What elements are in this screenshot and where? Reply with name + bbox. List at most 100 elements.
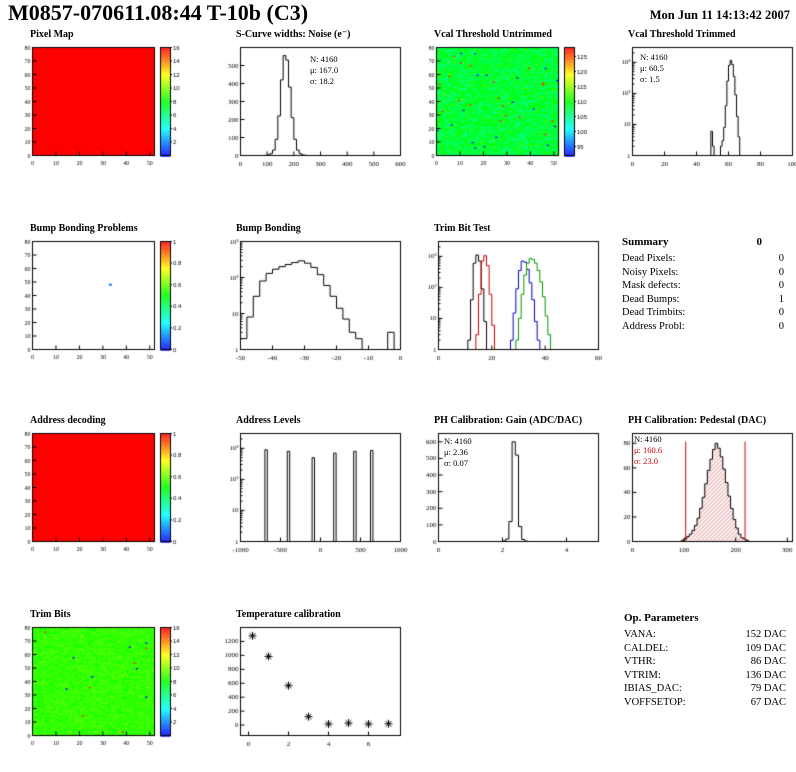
op-parameter-row: VTRIM: 136 DAC	[624, 669, 786, 683]
op-parameter-label: VOFFSETOP:	[624, 696, 686, 708]
op-parameter-row: VOFFSETOP: 67 DAC	[624, 696, 786, 710]
panel-vcal-untrimmed: Vcal Threshold Untrimmed	[412, 28, 608, 182]
summary-row: Dead Bumps: 1	[622, 293, 784, 307]
address-decoding-chart	[8, 427, 204, 565]
vcal-trimmed-chart	[606, 41, 796, 179]
summary-row: Mask defects: 0	[622, 279, 784, 293]
op-parameter-value: 136 DAC	[745, 669, 786, 681]
ph-pedestal-chart	[606, 427, 796, 565]
chart-title: Pixel Map	[30, 29, 74, 40]
summary-grade: 0	[756, 236, 763, 248]
summary-label: Dead Trimbits:	[622, 307, 686, 318]
stats-mean: μ: 160.6	[634, 445, 663, 456]
panel-trim-bit-test: Trim Bit Test	[412, 222, 608, 376]
chart-title: PH Calibration: Pedestal (DAC)	[628, 415, 767, 426]
panel-trim-bits: Trim Bits	[8, 608, 204, 762]
trim-bits-chart	[8, 621, 204, 759]
chart-title: Bump Bonding Problems	[30, 223, 138, 234]
panel-bump-bonding-problems: Bump Bonding Problems	[8, 222, 204, 376]
stats-mean: μ: 2.36	[444, 447, 468, 458]
panel-vcal-trimmed: Vcal Threshold Trimmed N: 4160 μ: 60.5 σ…	[606, 28, 796, 182]
op-parameter-value: 86 DAC	[750, 656, 786, 667]
stats-n: N: 4160	[444, 436, 472, 446]
summary-value: 0	[778, 266, 784, 278]
op-parameter-label: VTRIM:	[624, 669, 661, 681]
op-parameter-label: CALDEL:	[624, 642, 669, 654]
summary-label: Dead Bumps:	[622, 293, 680, 305]
chart-title: S-Curve widths: Noise (e⁻)	[236, 29, 351, 40]
summary-row: Address Probl: 0	[622, 320, 784, 334]
trim-bit-test-chart	[412, 235, 608, 373]
summary-row: Dead Trimbits: 0	[622, 306, 784, 320]
op-parameter-row: CALDEL: 109 DAC	[624, 642, 786, 656]
stats-n: N: 4160	[640, 52, 668, 62]
summary-label: Address Probl:	[622, 320, 685, 332]
chart-title: Trim Bits	[30, 609, 71, 620]
panel-ph-pedestal: PH Calibration: Pedestal (DAC) N: 4160 μ…	[606, 414, 796, 568]
op-parameter-row: IBIAS_DAC: 79 DAC	[624, 682, 786, 696]
op-parameter-label: IBIAS_DAC:	[624, 683, 682, 694]
stats-mean: μ: 167.0	[310, 65, 339, 76]
page-title: M0857-070611.08:44 T-10b (C3)	[8, 0, 309, 25]
panel-address-levels: Address Levels	[214, 414, 410, 568]
chart-title: Temperature calibration	[236, 609, 341, 620]
stats-n: N: 4160	[634, 434, 662, 444]
chart-title: Vcal Threshold Untrimmed	[434, 29, 552, 40]
summary-value: 0	[778, 307, 784, 318]
summary-value: 1	[778, 293, 784, 305]
chart-title: Address decoding	[30, 415, 106, 426]
vcal-untrimmed-chart	[412, 41, 608, 179]
summary-row: Noisy Pixels: 0	[622, 266, 784, 280]
stats-mean: μ: 60.5	[640, 63, 664, 74]
bump-bonding-chart	[214, 235, 410, 373]
stats-sigma: σ: 1.5	[640, 74, 660, 85]
panel-bump-bonding: Bump Bonding	[214, 222, 410, 376]
stats-sigma: σ: 0.07	[444, 458, 468, 469]
summary-value: 0	[778, 320, 784, 332]
panel-pixel-map: Pixel Map	[8, 28, 204, 182]
op-parameter-label: VTHR:	[624, 656, 656, 667]
temperature-calibration-chart	[214, 621, 410, 759]
chart-title: Bump Bonding	[236, 223, 301, 234]
panel-ph-gain: PH Calibration: Gain (ADC/DAC) N: 4160 μ…	[412, 414, 608, 568]
pixel-map-chart	[8, 41, 204, 179]
stats-box: N: 4160 μ: 2.36 σ: 0.07	[444, 436, 472, 469]
chart-title: Trim Bit Test	[434, 223, 491, 234]
op-parameter-value: 67 DAC	[750, 696, 786, 708]
scurve-noise-chart	[214, 41, 410, 179]
op-parameter-value: 152 DAC	[745, 629, 786, 640]
panel-address-decoding: Address decoding	[8, 414, 204, 568]
op-parameter-label: VANA:	[624, 629, 656, 640]
panel-scurve-noise: S-Curve widths: Noise (e⁻) N: 4160 μ: 16…	[214, 28, 410, 182]
ph-gain-chart	[412, 427, 608, 565]
op-parameters-header: Op. Parameters	[624, 612, 786, 624]
bump-bonding-problems-chart	[8, 235, 204, 373]
op-parameter-value: 109 DAC	[745, 642, 786, 654]
stats-n: N: 4160	[310, 54, 338, 64]
stats-box: N: 4160 μ: 60.5 σ: 1.5	[640, 52, 668, 85]
summary-value: 0	[778, 280, 784, 291]
stats-box: N: 4160 μ: 160.6 σ: 23.0	[634, 434, 662, 467]
summary-value: 0	[778, 253, 784, 264]
stats-sigma: σ: 18.2	[310, 76, 334, 87]
summary-row: Dead Pixels: 0	[622, 252, 784, 266]
summary-panel: Summary 0 Dead Pixels: 0 Noisy Pixels: 0 M…	[622, 236, 784, 333]
chart-title: Vcal Threshold Trimmed	[628, 29, 736, 40]
chart-title: Address Levels	[236, 415, 301, 426]
summary-header: Summary 0	[622, 236, 784, 248]
panel-temperature-calibration: Temperature calibration	[214, 608, 410, 762]
summary-title: Summary	[622, 236, 669, 248]
stats-box: N: 4160 μ: 167.0 σ: 18.2	[310, 54, 338, 87]
summary-label: Mask defects:	[622, 280, 681, 291]
op-parameter-value: 79 DAC	[750, 683, 786, 694]
op-parameter-row: VANA: 152 DAC	[624, 628, 786, 642]
summary-label: Noisy Pixels:	[622, 266, 679, 278]
op-parameter-row: VTHR: 86 DAC	[624, 655, 786, 669]
chart-title: PH Calibration: Gain (ADC/DAC)	[434, 415, 583, 426]
op-parameters-panel: Op. Parameters VANA: 152 DAC CALDEL: 109 D…	[624, 612, 786, 709]
timestamp: Mon Jun 11 14:13:42 2007	[649, 8, 790, 22]
stats-sigma: σ: 23.0	[634, 456, 658, 467]
summary-label: Dead Pixels:	[622, 253, 676, 264]
address-levels-chart	[214, 427, 410, 565]
